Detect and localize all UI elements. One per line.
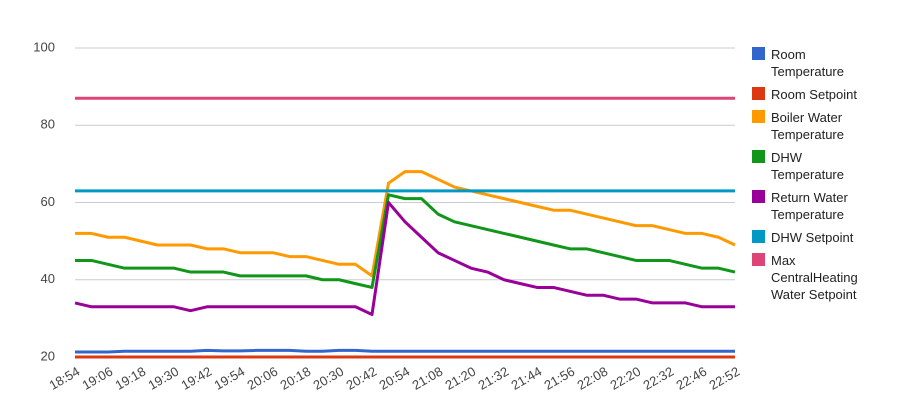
x-tick-label: 22:08 bbox=[575, 364, 611, 393]
y-tick-label: 100 bbox=[33, 39, 55, 54]
x-tick-label: 20:18 bbox=[278, 364, 314, 393]
x-tick-label: 22:20 bbox=[608, 364, 644, 393]
y-tick-label: 60 bbox=[41, 194, 55, 209]
x-tick-label: 19:06 bbox=[80, 364, 116, 393]
legend-item: Boiler Water Temperature bbox=[752, 109, 902, 143]
legend-label: Max CentralHeating Water Setpoint bbox=[771, 253, 858, 302]
line-series bbox=[75, 193, 736, 289]
legend-label: DHW Temperature bbox=[771, 150, 844, 182]
x-tick-label: 21:32 bbox=[476, 364, 512, 393]
legend-item: Room Temperature bbox=[752, 46, 902, 80]
y-tick-label: 40 bbox=[41, 271, 55, 286]
x-tick-label: 21:44 bbox=[509, 364, 545, 393]
x-tick-label: 18:54 bbox=[47, 364, 83, 393]
y-tick-label: 80 bbox=[41, 117, 55, 132]
legend-label: Room Temperature bbox=[771, 47, 844, 79]
x-tick-label: 19:18 bbox=[113, 364, 149, 393]
legend: Room Temperature Room Setpoint Boiler Wate… bbox=[752, 46, 902, 309]
legend-label: Return Water Temperature bbox=[771, 190, 848, 222]
legend-item: DHW Setpoint bbox=[752, 229, 902, 246]
legend-swatch bbox=[752, 253, 765, 266]
legend-label: Room Setpoint bbox=[771, 87, 857, 102]
line-series bbox=[75, 170, 736, 278]
legend-swatch bbox=[752, 87, 765, 100]
legend-swatch bbox=[752, 230, 765, 243]
legend-item: Max CentralHeating Water Setpoint bbox=[752, 252, 902, 303]
legend-swatch bbox=[752, 110, 765, 123]
x-tick-label: 20:42 bbox=[344, 364, 380, 393]
legend-swatch bbox=[752, 190, 765, 203]
legend-label: DHW Setpoint bbox=[771, 230, 854, 245]
x-tick-label: 19:42 bbox=[179, 364, 215, 393]
legend-item: Room Setpoint bbox=[752, 86, 902, 103]
y-tick-label: 20 bbox=[41, 348, 55, 363]
x-tick-label: 22:52 bbox=[707, 364, 743, 393]
legend-swatch bbox=[752, 150, 765, 163]
x-tick-label: 21:08 bbox=[410, 364, 446, 393]
x-tick-label: 20:30 bbox=[311, 364, 347, 393]
legend-item: DHW Temperature bbox=[752, 149, 902, 183]
x-tick-label: 22:46 bbox=[674, 364, 710, 393]
x-tick-label: 20:54 bbox=[377, 364, 413, 393]
x-tick-label: 22:32 bbox=[641, 364, 677, 393]
legend-swatch bbox=[752, 47, 765, 60]
legend-item: Return Water Temperature bbox=[752, 189, 902, 223]
x-tick-label: 21:56 bbox=[542, 364, 578, 393]
x-tick-label: 21:20 bbox=[443, 364, 479, 393]
x-tick-label: 19:30 bbox=[146, 364, 182, 393]
line-series bbox=[74, 201, 735, 317]
legend-label: Boiler Water Temperature bbox=[771, 110, 844, 142]
x-tick-label: 20:06 bbox=[245, 364, 281, 393]
line-series bbox=[75, 348, 735, 354]
x-tick-label: 19:54 bbox=[212, 364, 248, 393]
